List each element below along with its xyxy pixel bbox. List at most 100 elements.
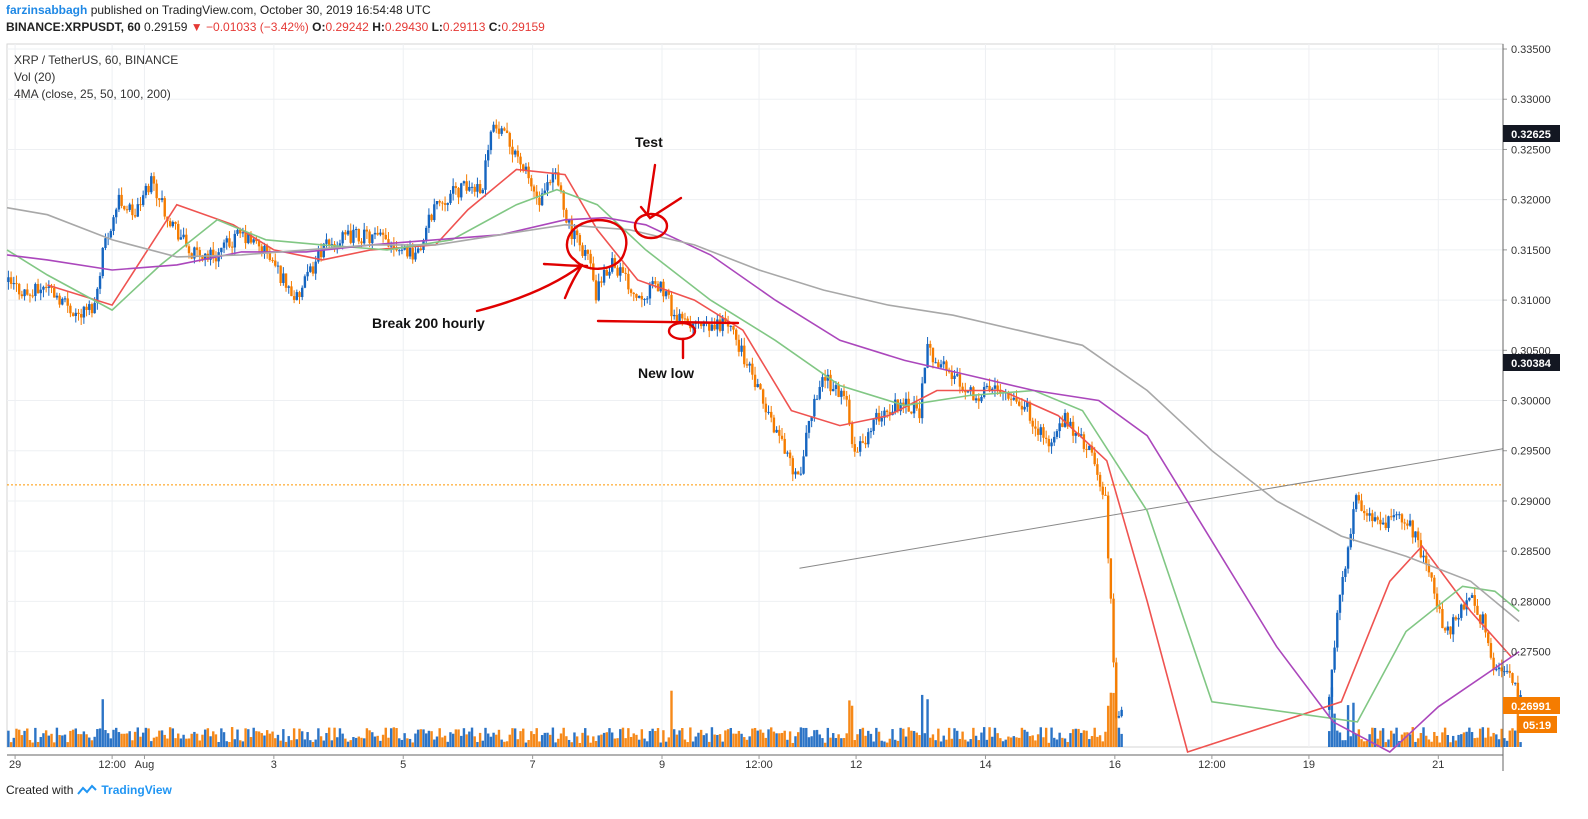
candle-body	[125, 209, 129, 211]
candle-body	[1516, 682, 1520, 704]
candle-body	[581, 245, 584, 256]
candle-body	[1112, 598, 1115, 663]
candle-body	[546, 182, 549, 191]
tradingview-brand[interactable]: TradingView	[101, 783, 172, 797]
candle-body	[915, 402, 918, 409]
candle-body	[543, 190, 547, 194]
candle-body	[651, 281, 654, 285]
y-tick-label: 0.31500	[1511, 245, 1551, 257]
candle-body	[478, 184, 482, 194]
candle-body	[748, 363, 751, 366]
moving-averages	[6, 168, 1520, 754]
volume-bar	[26, 728, 29, 747]
volume-bar	[317, 728, 320, 747]
volume-bar	[9, 742, 13, 747]
volume-bar	[1508, 730, 1511, 747]
candle-body	[1346, 547, 1350, 569]
volume-bar	[699, 729, 703, 747]
candle-body	[1473, 595, 1476, 606]
candle-body	[443, 203, 447, 205]
volume-bar	[883, 741, 886, 747]
volume-bar	[284, 741, 288, 747]
volume-bar	[400, 739, 404, 747]
candle-body	[160, 198, 164, 201]
volume-bar	[1406, 732, 1409, 747]
candle-body	[686, 318, 689, 322]
volume-bar	[1352, 702, 1355, 747]
candle-body	[869, 430, 873, 433]
volume-bar	[368, 730, 371, 747]
volume-bar	[74, 728, 77, 747]
volume-bar	[257, 731, 261, 747]
volume-bar	[775, 733, 778, 747]
volume-bar	[834, 737, 838, 747]
volume-bar	[268, 733, 272, 747]
candle-body	[411, 247, 414, 260]
volume-bar	[354, 737, 358, 747]
candle-body	[1012, 397, 1016, 400]
volume-bar	[912, 731, 916, 747]
volume-bar	[152, 737, 156, 747]
candle-body	[349, 230, 352, 243]
candle-body	[1338, 594, 1342, 613]
volume-bar	[336, 737, 339, 747]
volume-bar	[1422, 727, 1425, 747]
ma-line-ma50	[6, 188, 1520, 723]
candle-body	[605, 269, 608, 276]
volume-bar	[621, 727, 625, 747]
volume-bar	[185, 738, 188, 747]
candle-body	[570, 219, 573, 240]
volume-bar	[710, 727, 714, 747]
last-price-tag: 0.26991	[1511, 701, 1551, 713]
volume-bar	[861, 727, 865, 747]
volume-bar	[934, 740, 937, 747]
candle-body	[1400, 514, 1404, 523]
volume-bar	[160, 730, 164, 747]
volume-bar	[104, 730, 107, 747]
volume-bar	[481, 740, 485, 747]
middle-price-tag: 0.30384	[1511, 358, 1552, 370]
volume-bar	[770, 727, 773, 747]
candle-body	[926, 343, 929, 368]
volume-bar	[319, 736, 323, 747]
author-link[interactable]: farzinsabbagh	[6, 3, 88, 17]
candle-body	[1446, 626, 1449, 631]
volume-bar	[624, 738, 627, 747]
candle-body	[195, 247, 199, 251]
candle-body	[613, 258, 617, 268]
volume-bar	[398, 738, 401, 747]
volume-bar	[301, 731, 304, 747]
candle-body	[433, 204, 436, 221]
volume-bar	[47, 735, 51, 747]
annotation-break-arrow-3	[563, 263, 584, 300]
candle-body	[678, 313, 681, 322]
legend-volume: Vol (20)	[14, 70, 56, 84]
candle-body	[1470, 595, 1474, 598]
volume-bar	[1373, 727, 1377, 747]
volume-bar	[920, 694, 924, 747]
volume-bar	[837, 734, 840, 747]
volume-bar	[123, 733, 126, 747]
candle-body	[627, 273, 630, 290]
candle-body	[1511, 673, 1514, 684]
candle-body	[729, 325, 732, 327]
candle-body	[1058, 423, 1061, 432]
candle-body	[1435, 593, 1439, 607]
candle-body	[20, 294, 24, 297]
candle-body	[508, 133, 511, 147]
candle-body	[1365, 513, 1369, 516]
candle-body	[1090, 445, 1094, 453]
volume-bar	[780, 732, 784, 747]
volume-bar	[468, 731, 471, 747]
candle-body	[15, 283, 18, 285]
candle-body	[462, 181, 466, 184]
candle-body	[1066, 412, 1069, 427]
volume-bar	[961, 731, 964, 747]
y-tick-label: 0.33000	[1511, 94, 1551, 106]
volume-bar	[1416, 738, 1420, 747]
volume-bar	[557, 738, 560, 747]
volume-bar	[155, 736, 158, 747]
grid-lines	[6, 43, 1504, 748]
candle-body	[829, 374, 832, 392]
